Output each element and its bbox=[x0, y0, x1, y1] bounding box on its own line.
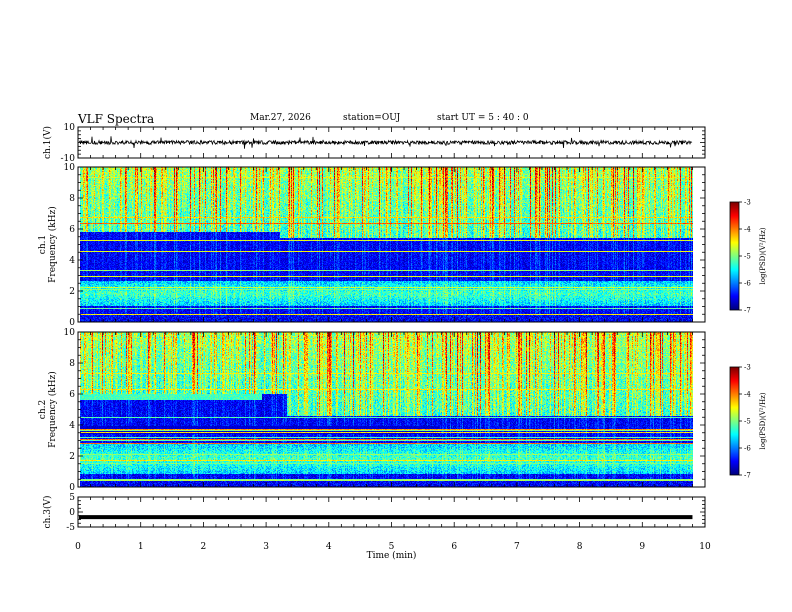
y-axis-label: ch.2 bbox=[38, 400, 48, 419]
colorbar-tick-label: -4 bbox=[744, 226, 751, 234]
x-tick-label: 7 bbox=[514, 542, 520, 552]
colorbar-tick-label: -6 bbox=[744, 280, 751, 288]
colorbar-tick-label: -6 bbox=[744, 445, 751, 453]
colorbar-tick-label: -5 bbox=[744, 253, 751, 261]
y-tick-label: -10 bbox=[61, 154, 76, 164]
date-label: Mar.27, 2026 bbox=[250, 113, 311, 123]
colorbar-tick-label: -7 bbox=[744, 307, 751, 315]
x-tick-label: 2 bbox=[201, 542, 207, 552]
y-axis-label: Frequency (kHz) bbox=[47, 371, 58, 448]
y-tick-label: 2 bbox=[69, 452, 75, 462]
x-tick-label: 10 bbox=[699, 542, 711, 552]
y-axis-label: ch.1(V) bbox=[42, 126, 53, 159]
chart-title: VLF Spectra bbox=[78, 112, 155, 126]
y-tick-label: 0 bbox=[69, 483, 75, 493]
y-tick-label: 6 bbox=[69, 390, 75, 400]
y-tick-label: 8 bbox=[69, 359, 75, 369]
y-axis-label: ch.3(V) bbox=[42, 496, 53, 529]
colorbar-tick-label: -3 bbox=[744, 199, 751, 207]
ch2-colorbar bbox=[730, 367, 739, 475]
y-tick-label: 10 bbox=[64, 123, 76, 133]
panel-frame-1 bbox=[77, 166, 706, 323]
y-tick-label: 10 bbox=[64, 163, 76, 173]
x-tick-label: 0 bbox=[75, 542, 81, 552]
ch1-colorbar bbox=[730, 202, 739, 310]
x-tick-label: 5 bbox=[389, 542, 395, 552]
x-tick-label: 6 bbox=[451, 542, 457, 552]
x-axis-label: Time (min) bbox=[367, 550, 417, 561]
colorbar-label: log(PSD)(V²/Hz) bbox=[759, 227, 767, 284]
y-tick-label: -5 bbox=[66, 523, 75, 533]
colorbar-frame bbox=[729, 366, 740, 476]
x-tick-label: 4 bbox=[326, 542, 332, 552]
y-tick-label: 0 bbox=[69, 318, 75, 328]
ch1-waveform-trace bbox=[78, 136, 693, 149]
y-tick-label: 0 bbox=[69, 508, 75, 518]
station-label: station=OUJ bbox=[343, 113, 401, 123]
y-tick-label: 2 bbox=[69, 287, 75, 297]
colorbar-label: log(PSD)(V²/Hz) bbox=[759, 392, 767, 449]
y-tick-label: 4 bbox=[69, 256, 75, 266]
y-tick-label: 6 bbox=[69, 225, 75, 235]
x-tick-label: 3 bbox=[263, 542, 269, 552]
x-tick-label: 1 bbox=[138, 542, 144, 552]
y-axis-label: Frequency (kHz) bbox=[47, 206, 58, 283]
y-axis-label: ch.1 bbox=[38, 235, 48, 254]
x-tick-label: 8 bbox=[577, 542, 583, 552]
x-tick-label: 9 bbox=[639, 542, 645, 552]
colorbar-tick-label: -4 bbox=[744, 391, 751, 399]
y-tick-label: 10 bbox=[64, 328, 76, 338]
start-time-label: start UT = 5 : 40 : 0 bbox=[437, 113, 529, 123]
y-tick-label: 8 bbox=[69, 194, 75, 204]
colorbar-tick-label: -5 bbox=[744, 418, 751, 426]
panel-frame-2 bbox=[77, 331, 706, 488]
y-tick-label: 5 bbox=[69, 493, 75, 503]
y-tick-label: 4 bbox=[69, 421, 75, 431]
colorbar-frame bbox=[729, 201, 740, 311]
colorbar-tick-label: -7 bbox=[744, 472, 751, 480]
ch1-spectrogram-image bbox=[80, 167, 693, 322]
colorbar-tick-label: -3 bbox=[744, 364, 751, 372]
ch2-spectrogram-image bbox=[80, 332, 693, 487]
